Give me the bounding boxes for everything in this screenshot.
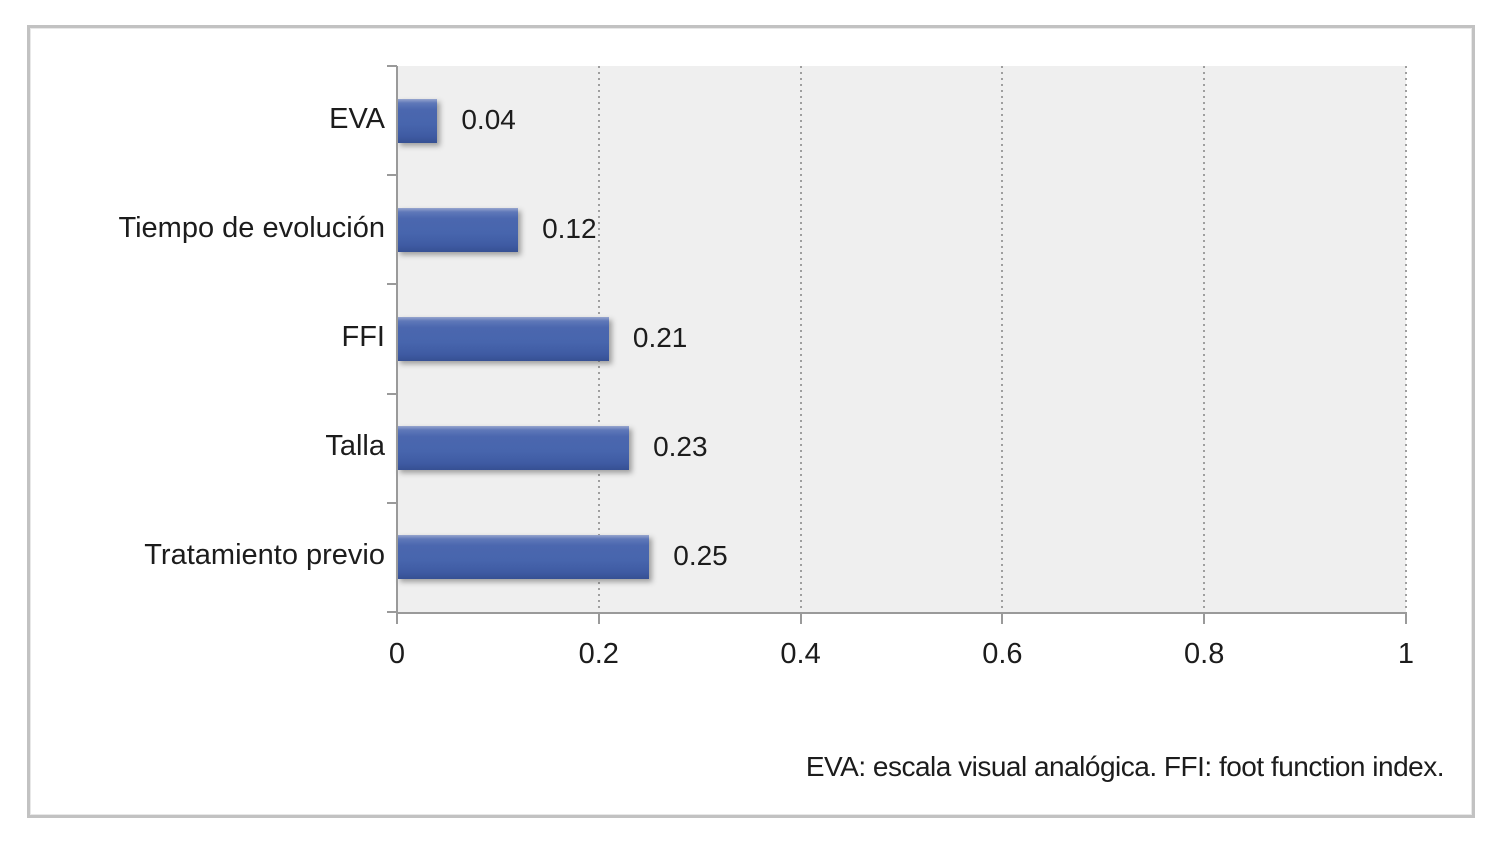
x-axis-tick-0.8 <box>1203 612 1206 624</box>
y-axis-tick-2 <box>387 283 397 286</box>
x-axis-tick-0.6 <box>1001 612 1004 624</box>
bar-3 <box>397 317 609 361</box>
bar-value-label-3: 0.21 <box>632 322 688 353</box>
x-axis-label-0.6: 0.6 <box>982 638 1023 670</box>
bar-2 <box>397 207 519 252</box>
x-axis-label-0.8: 0.8 <box>1184 638 1225 670</box>
bar-value-label-1: 0.04 <box>461 103 516 135</box>
x-axis-line <box>396 612 1407 614</box>
x-axis-tick-1 <box>1405 612 1407 624</box>
y-axis-tick-4 <box>387 501 397 504</box>
category-label-4: Talla <box>325 430 385 463</box>
bar-value-label-4: 0.23 <box>653 431 708 463</box>
x-axis-tick-0.2 <box>597 612 600 624</box>
bar-value-label-5: 0.25 <box>673 540 728 572</box>
category-label-3: FFI <box>341 321 386 353</box>
chart-frame: EVA: escala visual analógica. FFI: foot … <box>27 25 1475 818</box>
x-axis-label-0.2: 0.2 <box>578 638 619 670</box>
y-axis-tick-0 <box>387 65 397 67</box>
category-label-5: Tratamiento previo <box>144 539 385 572</box>
x-axis-label-0.4: 0.4 <box>780 638 821 670</box>
x-axis-tick-0 <box>396 612 398 624</box>
x-axis-label-0: 0 <box>388 638 406 670</box>
gridline-x-0.8 <box>1203 66 1206 612</box>
gridline-x-0.4 <box>799 66 802 612</box>
y-axis-tick-1 <box>387 174 397 177</box>
chart-footnote: EVA: escala visual analógica. FFI: foot … <box>805 751 1445 782</box>
bar-1 <box>397 98 438 143</box>
bar-4 <box>397 426 630 471</box>
gridline-x-0.6 <box>1001 66 1004 612</box>
bar-5 <box>397 535 650 580</box>
y-axis-tick-5 <box>387 611 397 613</box>
category-label-1: EVA <box>329 102 385 135</box>
bar-value-label-2: 0.12 <box>542 212 597 244</box>
y-axis-tick-3 <box>387 392 397 395</box>
gridline-x-1 <box>1405 66 1407 612</box>
y-axis-line <box>396 66 398 614</box>
category-label-2: Tiempo de evolución <box>118 211 385 244</box>
x-axis-tick-0.4 <box>799 612 802 624</box>
x-axis-label-1: 1 <box>1397 638 1415 670</box>
